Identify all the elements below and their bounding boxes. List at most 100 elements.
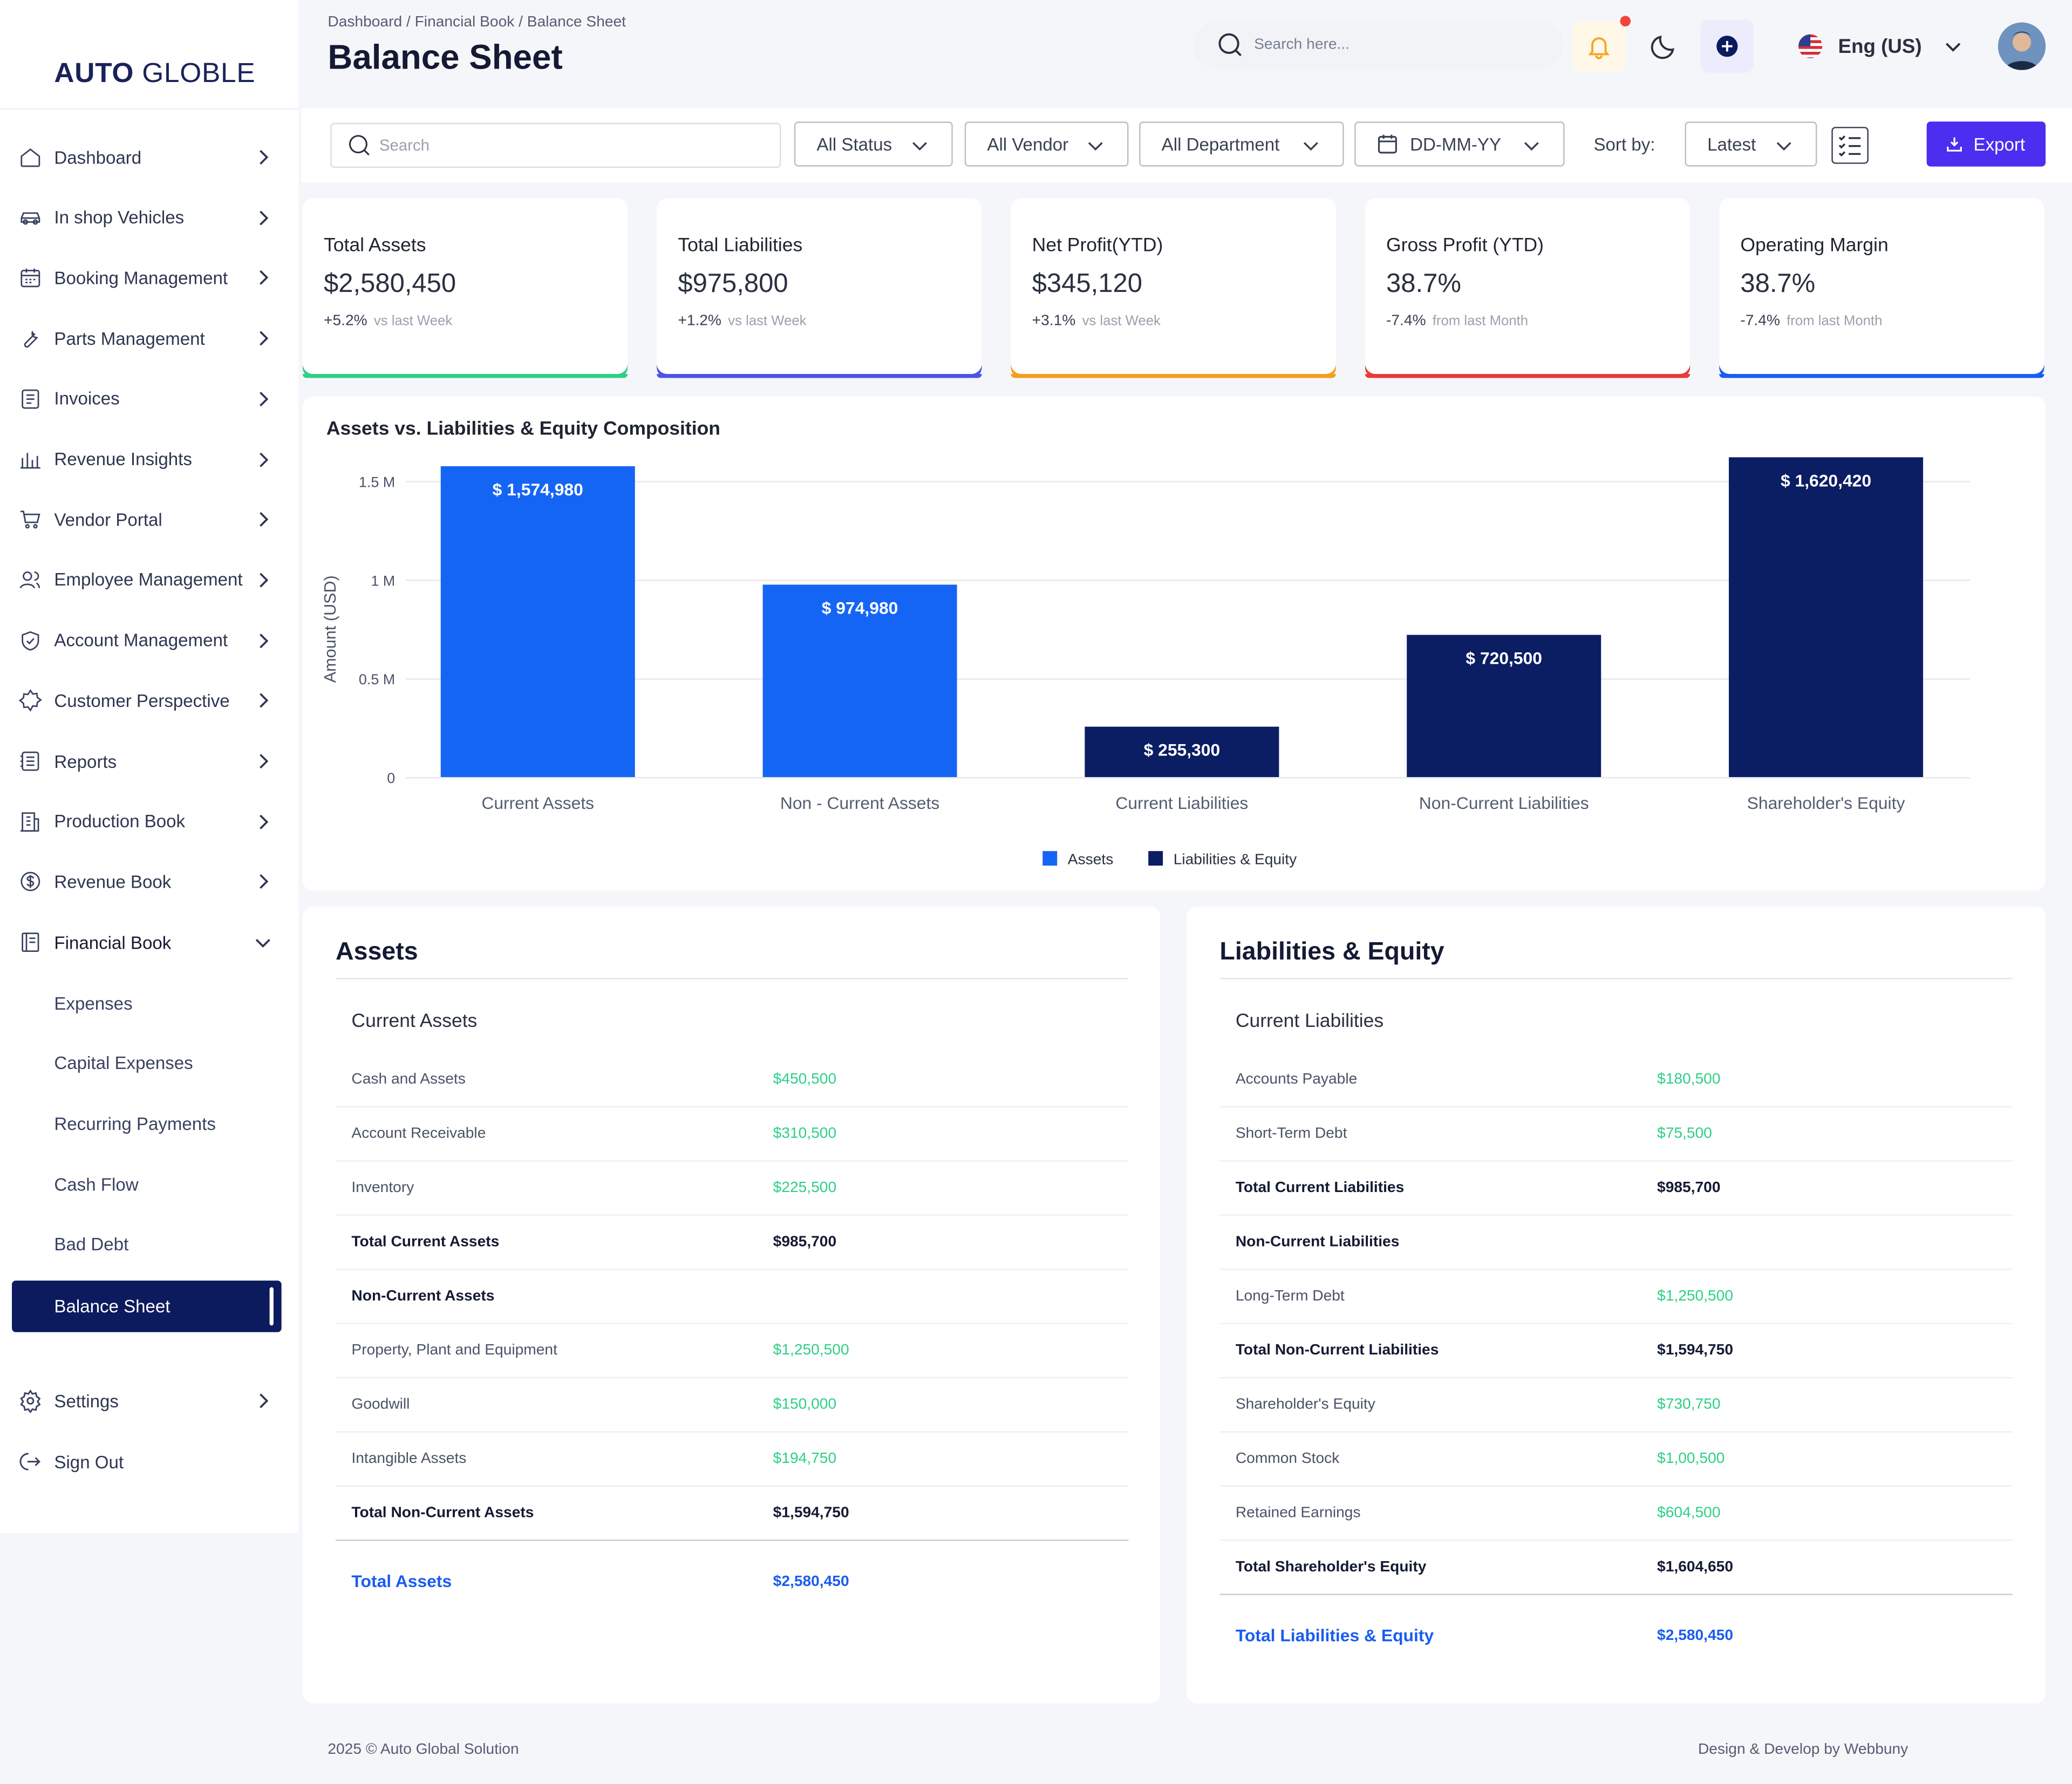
liabilities-heading: Liabilities & Equity bbox=[1219, 938, 1444, 966]
badge-icon bbox=[18, 689, 42, 713]
sidebar-item-dashboard[interactable]: Dashboard bbox=[18, 131, 277, 183]
kpi-accent-bar bbox=[302, 374, 628, 378]
chevron-right-icon bbox=[260, 693, 269, 709]
users-icon bbox=[18, 568, 42, 592]
user-avatar[interactable] bbox=[1998, 22, 2046, 70]
sidebar-item-capital-expenses[interactable]: Capital Expenses bbox=[54, 1053, 193, 1074]
bar-current-liabilities[interactable] bbox=[1085, 726, 1279, 778]
table-row: Cash and Assets $450,500 bbox=[336, 1053, 1129, 1108]
sidebar-item-financial-book[interactable]: Financial Book bbox=[18, 916, 277, 969]
bar-current-assets[interactable] bbox=[440, 466, 635, 778]
kpi-period: from last Month bbox=[1787, 313, 1883, 329]
sidebar-item-parts-management[interactable]: Parts Management bbox=[18, 312, 277, 365]
kpi-period: from last Month bbox=[1432, 313, 1529, 329]
row-label: Long-Term Debt bbox=[1235, 1288, 1345, 1305]
table-row: Total Non-Current Assets $1,594,750 bbox=[336, 1487, 1129, 1541]
wrench-icon bbox=[18, 326, 42, 350]
sidebar-item-in-shop-vehicles[interactable]: In shop Vehicles bbox=[18, 191, 277, 244]
row-label: Total Non-Current Assets bbox=[351, 1505, 534, 1521]
kpi-title: Gross Profit (YTD) bbox=[1386, 235, 1544, 257]
sort-label: Sort by: bbox=[1593, 134, 1655, 155]
row-value: $985,700 bbox=[773, 1234, 837, 1250]
row-value: $985,700 bbox=[1657, 1180, 1721, 1196]
table-row: Total Current Liabilities $985,700 bbox=[1219, 1162, 2013, 1216]
bar-value-label: $ 720,500 bbox=[1466, 648, 1542, 668]
kpi-period: vs last Week bbox=[1082, 313, 1161, 329]
status-filter[interactable]: All Status bbox=[794, 121, 953, 167]
language-selector[interactable]: Eng (US) bbox=[1797, 29, 1964, 64]
bar-shareholder-s-equity[interactable] bbox=[1729, 457, 1924, 778]
department-filter[interactable]: All Department bbox=[1139, 121, 1344, 167]
sidebar-item-invoices[interactable]: Invoices bbox=[18, 372, 277, 425]
bar-non-current-liabilities[interactable] bbox=[1407, 635, 1601, 778]
sidebar-item-label: Account Management bbox=[54, 630, 228, 651]
sidebar-item-booking-management[interactable]: Booking Management bbox=[18, 251, 277, 304]
sidebar-item-revenue-book[interactable]: Revenue Book bbox=[18, 855, 277, 908]
sidebar-item-expenses[interactable]: Expenses bbox=[54, 993, 133, 1013]
vendor-filter[interactable]: All Vendor bbox=[964, 121, 1129, 167]
add-button[interactable] bbox=[1700, 19, 1754, 73]
sidebar-item-label: Parts Management bbox=[54, 328, 205, 349]
sidebar-item-label: Reports bbox=[54, 751, 117, 771]
chevron-down-icon bbox=[912, 142, 927, 151]
sidebar-item-label: Dashboard bbox=[54, 147, 142, 167]
header-search-input[interactable]: Search here... bbox=[1193, 21, 1564, 69]
theme-toggle-button[interactable] bbox=[1639, 21, 1689, 71]
kpi-change: -7.4% from last Month bbox=[1740, 313, 2023, 329]
export-button[interactable]: Export bbox=[1926, 121, 2046, 167]
sidebar-item-signout[interactable]: Sign Out bbox=[18, 1435, 277, 1488]
header-search-placeholder: Search here... bbox=[1254, 37, 1350, 53]
sidebar-item-reports[interactable]: Reports bbox=[18, 735, 277, 788]
notification-dot bbox=[1620, 16, 1631, 26]
bar-value-label: $ 974,980 bbox=[822, 598, 898, 617]
search-icon bbox=[349, 135, 370, 156]
assets-total-value: $2,580,450 bbox=[773, 1574, 849, 1590]
kpi-accent-bar bbox=[657, 374, 982, 378]
filter-search-input[interactable]: Search bbox=[330, 122, 781, 168]
row-value: $310,500 bbox=[773, 1126, 837, 1142]
chevron-right-icon bbox=[260, 391, 269, 406]
table-row: Short-Term Debt $75,500 bbox=[1219, 1107, 2013, 1162]
sort-select[interactable]: Latest bbox=[1685, 121, 1817, 167]
table-row: Non-Current Assets bbox=[336, 1270, 1129, 1324]
page-title: Balance Sheet bbox=[328, 37, 563, 77]
sidebar-item-bad-debt[interactable]: Bad Debt bbox=[54, 1235, 129, 1255]
assets-section-title: Current Assets bbox=[351, 1011, 478, 1032]
legend-label-liabilities-equity[interactable]: Liabilities & Equity bbox=[1174, 851, 1297, 868]
row-value: $1,594,750 bbox=[773, 1505, 849, 1521]
date-filter-value: DD-MM-YY bbox=[1410, 134, 1502, 154]
notification-button[interactable] bbox=[1572, 21, 1626, 72]
sidebar-item-customer-perspective[interactable]: Customer Perspective bbox=[18, 675, 277, 727]
y-tick-label: 1 M bbox=[371, 573, 395, 589]
checklist-icon bbox=[1838, 135, 1861, 157]
sidebar-item-balance-sheet[interactable]: Balance Sheet bbox=[12, 1281, 282, 1332]
liabilities-card: Liabilities & Equity Current Liabilities… bbox=[1187, 907, 2046, 1704]
sidebar-item-recurring-payments[interactable]: Recurring Payments bbox=[54, 1114, 216, 1134]
sidebar-item-settings[interactable]: Settings bbox=[18, 1374, 277, 1427]
row-value: $1,604,650 bbox=[1657, 1559, 1734, 1576]
sidebar-item-vendor-portal[interactable]: Vendor Portal bbox=[18, 493, 277, 546]
chevron-down-icon bbox=[1088, 142, 1103, 151]
row-value: $1,00,500 bbox=[1657, 1451, 1725, 1467]
sidebar-item-cash-flow[interactable]: Cash Flow bbox=[54, 1174, 139, 1194]
chevron-right-icon bbox=[260, 331, 269, 346]
x-tick-label: Current Assets bbox=[481, 793, 594, 813]
legend-label-assets[interactable]: Assets bbox=[1068, 851, 1114, 868]
row-label: Total Current Assets bbox=[351, 1234, 500, 1250]
row-label: Property, Plant and Equipment bbox=[351, 1343, 557, 1359]
chevron-right-icon bbox=[260, 149, 269, 165]
kpi-accent-bar bbox=[1719, 374, 2044, 378]
date-filter[interactable]: DD-MM-YY bbox=[1354, 121, 1565, 167]
car-icon bbox=[18, 206, 42, 229]
sidebar-item-revenue-insights[interactable]: Revenue Insights bbox=[18, 433, 277, 486]
row-label: Goodwill bbox=[351, 1397, 410, 1413]
sidebar-item-employee-management[interactable]: Employee Management bbox=[18, 554, 277, 607]
brand-logo[interactable]: AUTO GLOBLE bbox=[54, 58, 256, 89]
bar-non-current-assets[interactable] bbox=[762, 584, 957, 778]
kpi-period: vs last Week bbox=[728, 313, 807, 329]
sidebar-item-account-management[interactable]: Account Management bbox=[18, 614, 277, 667]
list-view-button[interactable] bbox=[1831, 127, 1869, 164]
sidebar-item-production-book[interactable]: Production Book bbox=[18, 795, 277, 848]
sidebar-item-label: Customer Perspective bbox=[54, 691, 230, 711]
